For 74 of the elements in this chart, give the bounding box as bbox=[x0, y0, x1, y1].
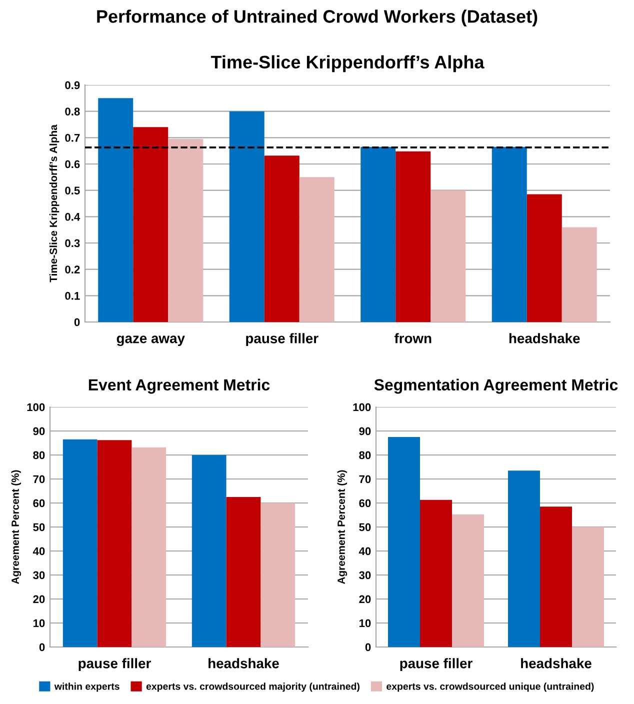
y-tick-label: 100 bbox=[353, 403, 371, 412]
legend-label: experts vs. crowdsourced majority (untrained) bbox=[146, 682, 360, 692]
x-tick-label: frown bbox=[394, 333, 432, 344]
bar bbox=[98, 98, 134, 322]
bar bbox=[452, 514, 484, 647]
y-tick-label: 50 bbox=[33, 523, 45, 532]
bar bbox=[299, 177, 334, 322]
bar bbox=[360, 146, 396, 322]
y-tick-label: 40 bbox=[32, 547, 45, 556]
bar bbox=[133, 127, 168, 322]
y-tick-label: 60 bbox=[359, 499, 371, 508]
y-tick-label: 0.9 bbox=[65, 81, 80, 90]
y-tick-label: 90 bbox=[359, 427, 371, 436]
y-tick-label: 20 bbox=[33, 595, 45, 604]
y-tick-label: 80 bbox=[359, 451, 371, 460]
y-tick-label: 0.3 bbox=[65, 239, 80, 248]
legend-label: experts vs. crowdsourced unique (untrained) bbox=[386, 682, 594, 692]
bar bbox=[226, 497, 261, 647]
y-axis-title: Agreement Percent (%) bbox=[337, 470, 348, 584]
y-tick-label: 80 bbox=[33, 451, 45, 460]
y-axis-title: Agreement Percent (%) bbox=[11, 470, 22, 584]
y-tick-label: 20 bbox=[359, 595, 371, 604]
y-tick-label: 0 bbox=[39, 643, 45, 652]
y-tick-label: 0.6 bbox=[65, 160, 80, 168]
bar bbox=[540, 506, 572, 647]
chart-title: Event Agreement Metric bbox=[88, 378, 270, 394]
y-tick-label: 30 bbox=[33, 571, 45, 580]
y-tick-label: 60 bbox=[33, 499, 45, 508]
x-tick-label: pause filler bbox=[78, 658, 151, 672]
chart-title: Time-Slice Krippendorff’s Alpha bbox=[210, 55, 484, 72]
y-tick-label: 0.4 bbox=[65, 212, 80, 221]
y-tick-label: 70 bbox=[359, 475, 371, 484]
x-tick-label: pause filler bbox=[400, 658, 472, 672]
y-tick-label: 10 bbox=[33, 619, 45, 628]
y-tick-label: 30 bbox=[359, 571, 371, 580]
y-tick-label: 40 bbox=[358, 547, 371, 556]
y-tick-label: 0.2 bbox=[65, 266, 80, 274]
x-tick-label: gaze away bbox=[116, 336, 185, 346]
bar bbox=[260, 503, 296, 647]
bar bbox=[572, 527, 604, 647]
text: Performance of Untrained Crowd Workers (Dataset) bbox=[97, 10, 538, 26]
bar bbox=[526, 194, 562, 322]
bar bbox=[229, 111, 264, 322]
x-tick-label: headshake bbox=[509, 333, 580, 344]
y-tick-label: 0 bbox=[365, 643, 371, 652]
y-tick-label: 50 bbox=[359, 523, 371, 532]
y-tick-label: 90 bbox=[33, 427, 45, 436]
x-tick-label: headshake bbox=[521, 658, 592, 668]
bar bbox=[492, 146, 527, 322]
x-tick-label: headshake bbox=[208, 658, 279, 668]
y-tick-label: 10 bbox=[359, 619, 371, 628]
bar bbox=[420, 500, 452, 647]
bar bbox=[192, 455, 226, 647]
chart-title: Segmentation Agreement Metric bbox=[374, 378, 618, 394]
legend-label: within experts bbox=[54, 682, 120, 692]
y-tick-label: 70 bbox=[33, 475, 45, 484]
bar bbox=[388, 437, 420, 647]
y-axis-title: Time-Slice Krippendorff’s Alpha bbox=[49, 124, 60, 282]
bar bbox=[562, 227, 597, 322]
bar bbox=[396, 151, 431, 322]
bar bbox=[508, 470, 540, 647]
y-tick-label: 0.5 bbox=[65, 186, 80, 194]
bar bbox=[132, 447, 166, 647]
x-tick-label: pause filler bbox=[246, 333, 318, 346]
y-tick-label: 0.8 bbox=[65, 108, 80, 116]
bar bbox=[97, 440, 132, 647]
y-tick-label: 100 bbox=[27, 403, 45, 412]
bar bbox=[168, 138, 204, 322]
y-tick-label: 0 bbox=[74, 318, 80, 326]
bar bbox=[62, 439, 98, 647]
y-tick-label: 0.1 bbox=[65, 292, 80, 300]
bar bbox=[430, 190, 466, 322]
y-tick-label: 0.7 bbox=[65, 134, 80, 142]
bar bbox=[264, 156, 300, 322]
